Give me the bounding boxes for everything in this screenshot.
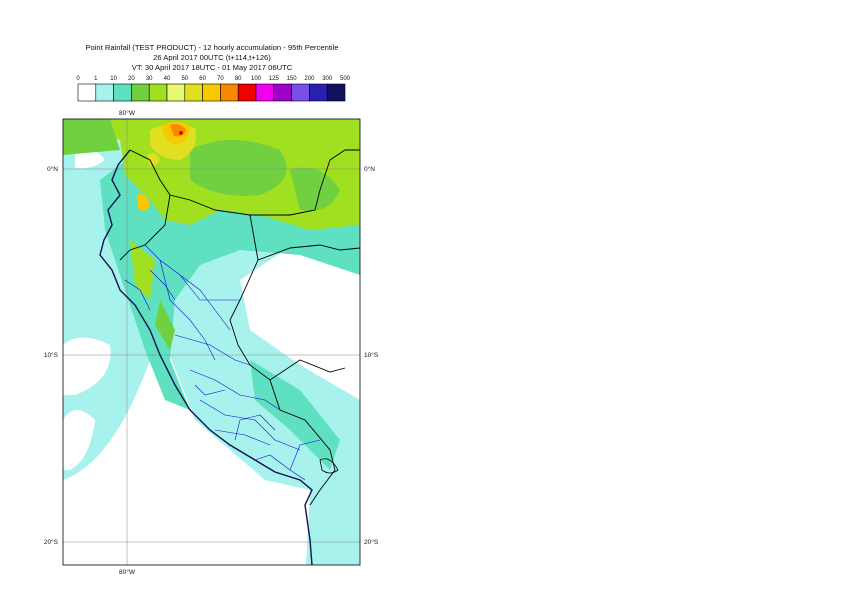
- color-legend: 0 1 10 20 30 40 50 60 70 80 100 125 150 200 300 500: [76, 76, 351, 102]
- border-peru-colombia: [249, 214, 361, 261]
- lake-titicaca: [319, 458, 339, 474]
- legend-tick-label: 80: [235, 76, 242, 82]
- legend-tick-label: 150: [287, 76, 298, 82]
- run-time: 26 April 2017 00UTC (t+114,t+126): [153, 53, 271, 62]
- heavy-rain: [155, 300, 175, 350]
- coastline: [99, 149, 313, 566]
- lat-label-right-20s: 20°S: [364, 538, 379, 546]
- legend-tick-label: 30: [146, 76, 153, 82]
- legend-tick-label: 100: [251, 76, 262, 82]
- legend-tick-label: 20: [128, 76, 135, 82]
- legend-tick-label: 200: [304, 76, 315, 82]
- peak-rain: [179, 131, 183, 135]
- legend-tick-label: 50: [181, 76, 188, 82]
- lon-label-bottom: 80°W: [119, 568, 136, 576]
- heavy-rain: [63, 119, 120, 155]
- legend-tick-label: 125: [269, 76, 280, 82]
- legend-tick-label: 10: [110, 76, 117, 82]
- dry-coast: [63, 330, 310, 565]
- lat-label-right-10s: 10°S: [364, 351, 379, 359]
- valid-time: VT: 30 April 2017 18UTC - 01 May 2017 06…: [131, 63, 293, 72]
- map-frame: [62, 118, 361, 566]
- dry-patch: [63, 410, 95, 470]
- legend-tick-label: 1: [94, 76, 98, 82]
- heavy-rain: [190, 140, 287, 196]
- legend-tick-label: 60: [199, 76, 206, 82]
- lat-label-left-10s: 10°S: [44, 351, 59, 359]
- legend-tick-label: 40: [164, 76, 171, 82]
- heavy-rain: [290, 167, 340, 211]
- map-title: Point Rainfall (TEST PRODUCT) - 12 hourl…: [85, 43, 339, 52]
- legend-tick-label: 70: [217, 76, 224, 82]
- legend-swatch: [326, 83, 346, 102]
- lat-label-right-0n: 0°N: [364, 165, 375, 173]
- dry-interior: [240, 240, 360, 400]
- dry-patch: [63, 337, 111, 395]
- intense-rain: [137, 193, 150, 211]
- lat-label-left-0n: 0°N: [47, 165, 58, 173]
- regional-boundaries: [124, 244, 321, 481]
- dry-patch: [75, 148, 105, 169]
- lon-label-top: 80°W: [119, 109, 136, 117]
- legend-tick-label: 0: [76, 76, 80, 82]
- lat-label-left-20s: 20°S: [44, 538, 59, 546]
- legend-tick-label: 500: [340, 76, 351, 82]
- heavy-rain: [130, 240, 155, 300]
- legend-tick-label: 300: [322, 76, 333, 82]
